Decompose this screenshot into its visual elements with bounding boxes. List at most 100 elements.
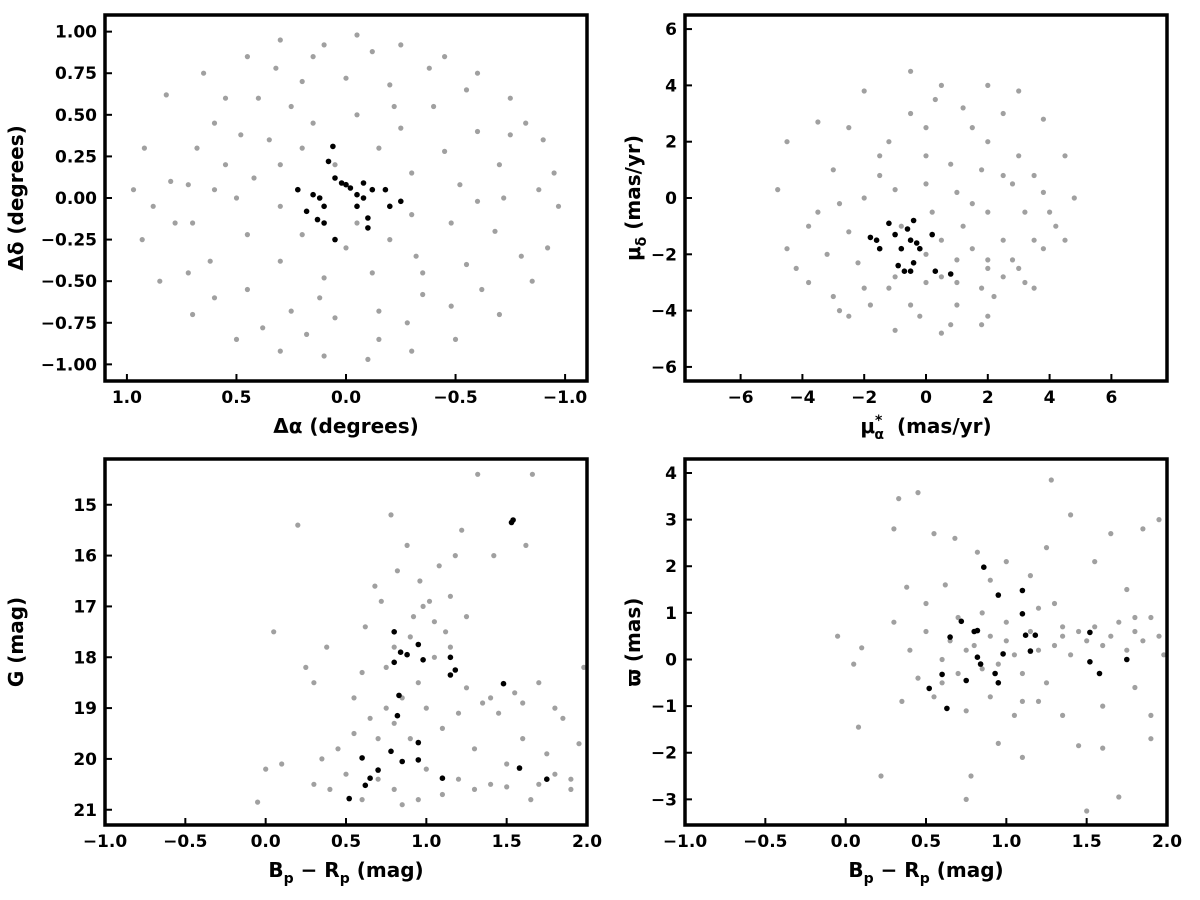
- field-point: [793, 265, 799, 271]
- field-point: [504, 761, 510, 767]
- field-point: [303, 664, 309, 671]
- field-point: [1132, 628, 1138, 635]
- field-point: [201, 70, 207, 76]
- field-point: [830, 167, 836, 173]
- field-point: [367, 715, 373, 721]
- member-point: [415, 641, 422, 648]
- field-point: [824, 251, 830, 257]
- member-point: [310, 191, 316, 198]
- field-point: [277, 348, 283, 354]
- member-point: [516, 765, 523, 771]
- member-point: [388, 748, 394, 755]
- field-point: [211, 120, 218, 126]
- x-tick-label: 1.5: [492, 832, 522, 852]
- field-point: [886, 285, 892, 291]
- field-point: [877, 153, 883, 159]
- field-point: [1051, 642, 1058, 649]
- field-point: [942, 582, 948, 588]
- field-point: [1000, 110, 1006, 117]
- field-point: [404, 542, 410, 549]
- y-tick-label: 18: [73, 648, 97, 668]
- field-point: [452, 553, 458, 559]
- field-point: [266, 137, 272, 143]
- field-point: [892, 187, 898, 193]
- field-point: [1022, 209, 1028, 215]
- member-point: [382, 186, 389, 193]
- field-point: [332, 162, 338, 168]
- field-point: [1019, 698, 1025, 705]
- field-point: [830, 293, 836, 300]
- x-tick-label: 6: [1105, 388, 1117, 408]
- field-point: [523, 542, 529, 549]
- field-point: [332, 315, 338, 321]
- field-point: [496, 162, 502, 168]
- field-point: [1043, 680, 1050, 686]
- field-point: [555, 203, 562, 209]
- field-point: [932, 96, 938, 103]
- field-point: [222, 95, 229, 101]
- y-tick-label: 2: [665, 557, 677, 577]
- field-point: [891, 526, 897, 532]
- field-point: [520, 736, 526, 742]
- field-point: [1040, 246, 1046, 252]
- member-point: [917, 245, 923, 252]
- member-point: [910, 217, 917, 224]
- field-point: [255, 95, 261, 101]
- field-point: [369, 49, 375, 55]
- field-point: [987, 694, 993, 700]
- member-point: [929, 231, 935, 238]
- member-point: [947, 634, 953, 640]
- member-point: [995, 680, 1002, 686]
- field-point: [459, 527, 465, 533]
- field-point: [836, 201, 843, 207]
- member-point: [981, 564, 987, 570]
- field-point: [1000, 274, 1006, 280]
- field-point: [931, 694, 937, 700]
- field-point: [383, 705, 389, 711]
- y-axis-label: G (mag): [4, 597, 28, 687]
- field-point: [1100, 642, 1106, 649]
- field-point: [211, 295, 218, 301]
- x-axis-label: Bp − Rp (mag): [268, 858, 423, 887]
- field-point: [448, 303, 454, 309]
- field-point: [898, 223, 904, 229]
- member-point: [974, 627, 981, 634]
- field-point: [463, 685, 470, 691]
- field-point: [501, 195, 507, 201]
- x-tick-label: −1.0: [543, 388, 588, 408]
- y-tick-label: −3: [651, 790, 677, 810]
- member-stars: [926, 564, 1130, 712]
- field-point: [271, 629, 277, 635]
- field-point: [1035, 647, 1042, 653]
- plot-frame: [103, 457, 589, 827]
- x-tick-label: −0.5: [743, 832, 787, 852]
- field-point: [915, 675, 921, 681]
- member-point: [343, 181, 349, 188]
- field-point: [1100, 703, 1106, 709]
- field-point: [351, 695, 357, 701]
- field-point: [968, 773, 974, 779]
- field-point: [1016, 88, 1022, 94]
- field-point: [536, 680, 542, 686]
- field-point: [1156, 517, 1162, 523]
- field-point: [415, 680, 421, 686]
- member-point: [947, 271, 954, 277]
- field-point: [369, 270, 375, 276]
- y-axis-label: μδ (mas/yr): [621, 135, 650, 261]
- field-point: [948, 161, 954, 167]
- field-point: [222, 162, 229, 168]
- member-point: [1022, 632, 1029, 638]
- field-point: [185, 270, 191, 276]
- field-point: [891, 619, 897, 625]
- field-point: [207, 258, 213, 264]
- field-point: [343, 771, 349, 777]
- field-point: [960, 105, 966, 111]
- field-point: [415, 797, 421, 803]
- field-point: [463, 87, 470, 93]
- field-point: [1053, 223, 1059, 229]
- y-tick-label: −4: [651, 302, 677, 322]
- field-point: [442, 54, 448, 60]
- field-point: [471, 786, 478, 793]
- y-tick-label: 0.50: [55, 106, 97, 126]
- field-point: [317, 295, 323, 301]
